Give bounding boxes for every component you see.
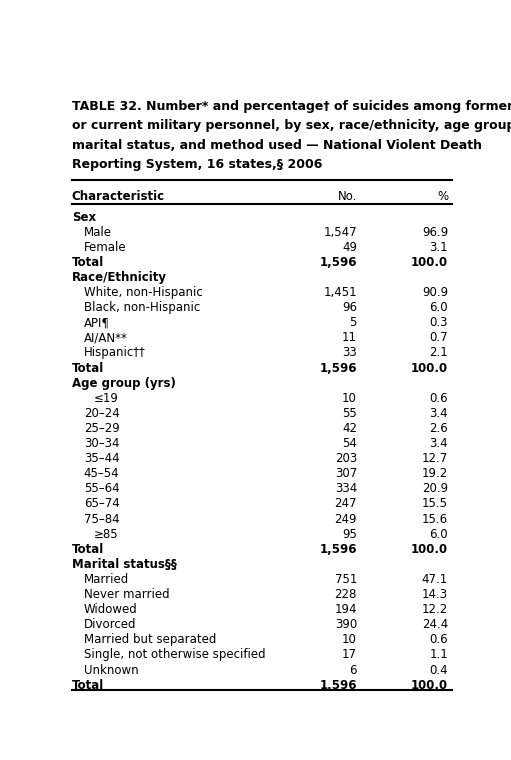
Text: 3.1: 3.1 (429, 241, 448, 254)
Text: 12.2: 12.2 (422, 603, 448, 616)
Text: 10: 10 (342, 633, 357, 646)
Text: 390: 390 (335, 618, 357, 632)
Text: 25–29: 25–29 (84, 422, 120, 435)
Text: marital status, and method used — National Violent Death: marital status, and method used — Nation… (72, 138, 482, 151)
Text: 11: 11 (342, 331, 357, 344)
Text: 65–74: 65–74 (84, 498, 120, 511)
Text: 0.6: 0.6 (429, 391, 448, 405)
Text: Married but separated: Married but separated (84, 633, 216, 646)
Text: Sex: Sex (72, 211, 96, 223)
Text: 45–54: 45–54 (84, 467, 119, 480)
Text: 100.0: 100.0 (411, 679, 448, 692)
Text: 15.5: 15.5 (422, 498, 448, 511)
Text: Single, not otherwise specified: Single, not otherwise specified (84, 648, 265, 661)
Text: 194: 194 (334, 603, 357, 616)
Text: 100.0: 100.0 (411, 362, 448, 375)
Text: 47.1: 47.1 (422, 573, 448, 586)
Text: %: % (437, 189, 448, 202)
Text: Divorced: Divorced (84, 618, 136, 632)
Text: AI/AN**: AI/AN** (84, 331, 128, 344)
Text: 247: 247 (334, 498, 357, 511)
Text: 42: 42 (342, 422, 357, 435)
Text: 35–44: 35–44 (84, 452, 119, 465)
Text: 6.0: 6.0 (429, 527, 448, 540)
Text: 90.9: 90.9 (422, 286, 448, 299)
Text: 334: 334 (335, 483, 357, 496)
Text: 30–34: 30–34 (84, 437, 119, 450)
Text: 249: 249 (334, 512, 357, 526)
Text: 0.3: 0.3 (430, 316, 448, 329)
Text: 0.4: 0.4 (429, 663, 448, 676)
Text: 751: 751 (335, 573, 357, 586)
Text: White, non-Hispanic: White, non-Hispanic (84, 286, 202, 299)
Text: Married: Married (84, 573, 129, 586)
Text: 55–64: 55–64 (84, 483, 119, 496)
Text: 1,451: 1,451 (323, 286, 357, 299)
Text: 2.1: 2.1 (429, 347, 448, 359)
Text: Never married: Never married (84, 588, 169, 601)
Text: 96: 96 (342, 301, 357, 314)
Text: Female: Female (84, 241, 126, 254)
Text: 19.2: 19.2 (422, 467, 448, 480)
Text: 95: 95 (342, 527, 357, 540)
Text: 75–84: 75–84 (84, 512, 119, 526)
Text: 5: 5 (350, 316, 357, 329)
Text: ≥85: ≥85 (94, 527, 118, 540)
Text: Total: Total (72, 256, 104, 269)
Text: Black, non-Hispanic: Black, non-Hispanic (84, 301, 200, 314)
Text: 2.6: 2.6 (429, 422, 448, 435)
Text: 1,596: 1,596 (319, 362, 357, 375)
Text: Race/Ethnicity: Race/Ethnicity (72, 271, 167, 284)
Text: 100.0: 100.0 (411, 543, 448, 556)
Text: 1,596: 1,596 (319, 679, 357, 692)
Text: 20–24: 20–24 (84, 407, 120, 420)
Text: Unknown: Unknown (84, 663, 138, 676)
Text: 20.9: 20.9 (422, 483, 448, 496)
Text: 3.4: 3.4 (429, 407, 448, 420)
Text: 33: 33 (342, 347, 357, 359)
Text: Widowed: Widowed (84, 603, 137, 616)
Text: 6: 6 (350, 663, 357, 676)
Text: 55: 55 (342, 407, 357, 420)
Text: Reporting System, 16 states,§ 2006: Reporting System, 16 states,§ 2006 (72, 158, 322, 171)
Text: 100.0: 100.0 (411, 256, 448, 269)
Text: 17: 17 (342, 648, 357, 661)
Text: ≤19: ≤19 (94, 391, 119, 405)
Text: Marital status§§: Marital status§§ (72, 558, 177, 571)
Text: Total: Total (72, 362, 104, 375)
Text: Male: Male (84, 226, 112, 239)
Text: 6.0: 6.0 (429, 301, 448, 314)
Text: Characteristic: Characteristic (72, 189, 165, 202)
Text: Total: Total (72, 679, 104, 692)
Text: TABLE 32. Number* and percentage† of suicides among former: TABLE 32. Number* and percentage† of sui… (72, 100, 511, 113)
Text: 228: 228 (335, 588, 357, 601)
Text: 0.6: 0.6 (429, 633, 448, 646)
Text: 307: 307 (335, 467, 357, 480)
Text: 10: 10 (342, 391, 357, 405)
Text: 1,596: 1,596 (319, 256, 357, 269)
Text: Age group (yrs): Age group (yrs) (72, 377, 176, 390)
Text: 0.7: 0.7 (429, 331, 448, 344)
Text: API¶: API¶ (84, 316, 109, 329)
Text: 1,596: 1,596 (319, 543, 357, 556)
Text: 1.1: 1.1 (429, 648, 448, 661)
Text: 12.7: 12.7 (422, 452, 448, 465)
Text: 96.9: 96.9 (422, 226, 448, 239)
Text: 3.4: 3.4 (429, 437, 448, 450)
Text: Hispanic††: Hispanic†† (84, 347, 146, 359)
Text: 54: 54 (342, 437, 357, 450)
Text: 203: 203 (335, 452, 357, 465)
Text: 14.3: 14.3 (422, 588, 448, 601)
Text: Total: Total (72, 543, 104, 556)
Text: 49: 49 (342, 241, 357, 254)
Text: 1,547: 1,547 (323, 226, 357, 239)
Text: No.: No. (338, 189, 357, 202)
Text: or current military personnel, by sex, race/ethnicity, age group,: or current military personnel, by sex, r… (72, 119, 511, 132)
Text: 24.4: 24.4 (422, 618, 448, 632)
Text: 15.6: 15.6 (422, 512, 448, 526)
